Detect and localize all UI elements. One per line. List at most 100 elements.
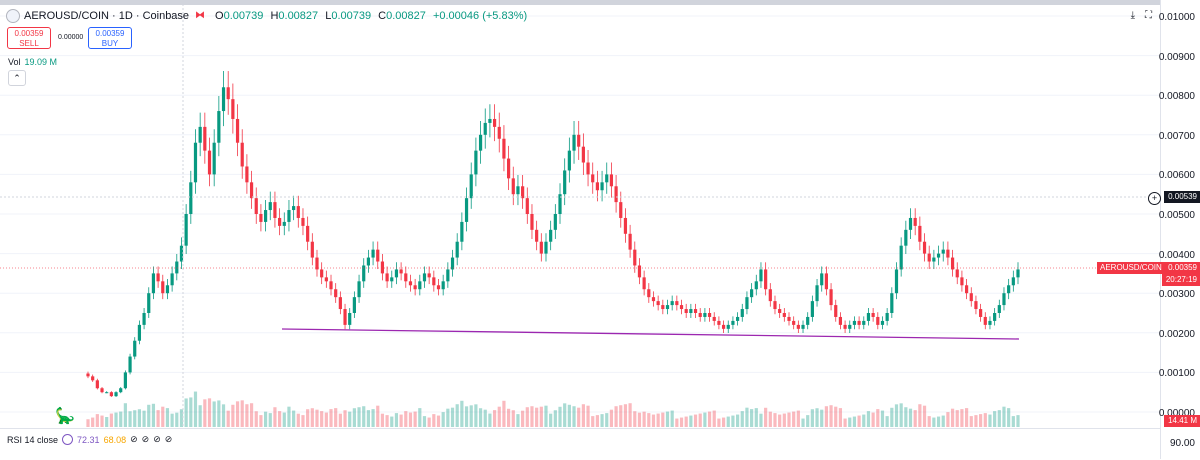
candle-body [502,138,506,159]
candle-body [432,277,436,286]
countdown-tag: 20:27:19 [1161,274,1200,286]
candle-body [567,150,571,171]
add-alert-icon[interactable]: + [1148,192,1161,205]
candle-body [544,241,548,254]
candle-body [408,281,413,286]
volume-bar [427,417,431,427]
volume-bar [207,398,212,427]
volume-bar [754,408,758,427]
volume-bar [899,403,903,427]
candle-body [464,198,469,222]
price-chart[interactable] [0,0,1160,428]
candle-body [553,214,557,230]
candle-body [689,309,693,313]
volume-bar [623,404,628,427]
candle-body [904,229,908,246]
volume-bar [240,400,244,427]
volume-bar [689,415,693,427]
volume-bar [464,406,469,427]
volume-bar [338,413,342,427]
volume-bar [759,413,763,427]
candle-body [436,285,441,290]
volume-bar [91,417,95,427]
candle-body [292,206,296,211]
candle-body [259,214,263,222]
volume-bar [731,415,735,427]
candle-body [413,285,417,290]
volume-bar [745,407,749,427]
buy-button[interactable]: 0.00359 BUY [88,27,132,49]
price-axis-label: 0.00000 [1158,408,1195,419]
volume-bar [862,414,866,427]
volume-bar [315,409,319,427]
candle-body [348,313,352,325]
candle-body [231,99,235,119]
volume-bar [404,411,408,427]
rsi-pane[interactable] [0,428,1160,460]
candle-body [979,309,983,317]
hidden-icon[interactable]: ⊘ [164,434,173,444]
volume-bar [292,410,296,427]
candle-body [735,316,740,321]
candle-body [834,305,838,317]
candle-body [647,289,651,298]
ohlc-values: O0.00739 H0.00827 L0.00739 C0.00827 +0.0… [215,10,528,22]
candle-body [352,297,356,313]
candle-body [273,202,277,218]
candle-body [595,182,599,191]
symbol-price-label: AEROUSD/COIN [1097,262,1165,274]
hidden-icon[interactable]: ⊘ [141,434,150,444]
volume-bar [614,406,618,427]
candle-body [254,198,258,214]
volume-bar [997,410,1001,427]
volume-bar [1002,406,1006,427]
candle-body [128,356,132,373]
sell-button[interactable]: 0.00359 SELL [7,27,51,49]
volume-bar [324,412,328,427]
candle-body [572,134,576,151]
volume-bar [263,411,268,427]
volume-bar [866,411,871,427]
candle-body [329,281,333,290]
candle-body [950,257,955,270]
candle-body [310,241,314,258]
rsi-axis-value: 90.00 [1169,438,1195,449]
volume-bar [768,411,772,427]
volume-bar [824,406,828,427]
dinosaur-logo-icon[interactable]: 🦕 [55,408,75,425]
rsi-settings-icon[interactable] [62,434,74,445]
hidden-icon[interactable]: ⊘ [153,434,161,444]
candle-body [478,134,483,151]
volume-bar [478,408,483,427]
candle-body [338,297,342,310]
volume-bar [105,417,109,427]
candle-body [165,285,170,294]
candle-body [278,217,282,226]
fullscreen-icon[interactable]: ⛶ [1145,10,1152,21]
candle-body [114,392,118,397]
market-status-icon[interactable]: ⧓ [195,10,206,21]
symbol-title[interactable]: AEROUSD/COIN · 1D · Coinbase [24,10,190,22]
price-axis-label: 0.00600 [1158,170,1195,182]
volume-bar [259,415,263,427]
volume-bar [1016,415,1020,427]
price-axis[interactable]: 0.01000 0.00900 0.00800 0.00700 0.00600 0.005… [1158,0,1200,459]
collapse-legend-button[interactable]: ⌃ [8,70,26,86]
candle-body [577,134,581,147]
volume-bar [418,408,422,427]
candle-body [249,182,254,199]
candle-body [306,225,310,242]
candle-body [591,174,595,183]
candle-body [507,158,511,179]
volume-bar [829,405,833,427]
candle-body [142,313,146,325]
candle-body [721,324,726,329]
candle-body [530,214,534,230]
hidden-icon[interactable]: ⊘ [130,434,138,444]
candle-body [778,309,782,313]
volume-bar [703,412,707,427]
candle-body [91,376,95,381]
volume-bar [217,400,221,427]
candle-body [324,277,328,282]
download-icon[interactable]: ⤓ [1130,10,1135,21]
